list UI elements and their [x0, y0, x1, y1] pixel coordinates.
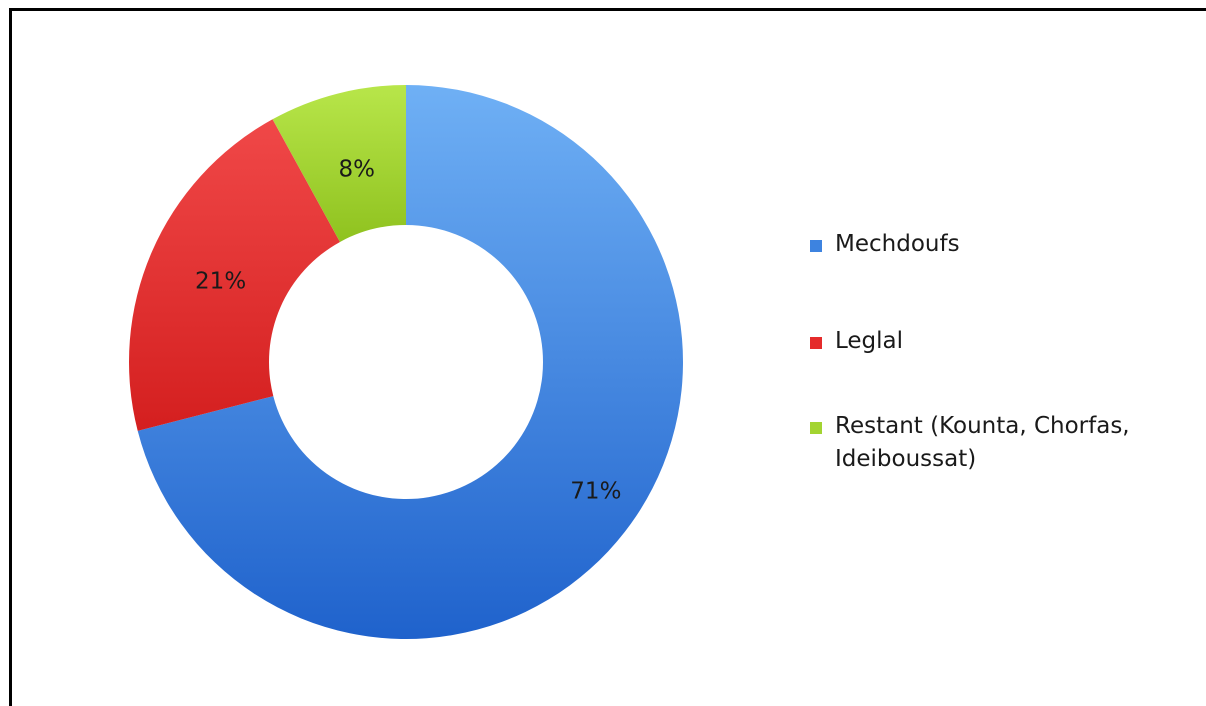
legend-item-mechdoufs: Mechdoufs [810, 228, 1200, 261]
legend-item-restant: Restant (Kounta, Chorfas, Ideiboussat) [810, 410, 1200, 476]
legend-swatch-restant [810, 422, 822, 434]
donut-slice-restant [272, 85, 406, 242]
legend-item-leglal: Leglal [810, 325, 1200, 358]
slice-label-leglal: 21% [195, 268, 246, 294]
legend-label-mechdoufs: Mechdoufs [835, 231, 960, 257]
slice-label-restant: 8% [339, 157, 376, 183]
donut-slice-leglal [128, 119, 340, 431]
slice-label-mechdoufs: 71% [570, 478, 621, 504]
donut-slice-labels: 71% 21% 8% [195, 157, 621, 505]
legend-label-leglal: Leglal [835, 328, 904, 354]
legend-swatch-mechdoufs [810, 240, 822, 252]
legend: Mechdoufs Leglal Restant (Kounta, Chorfa… [810, 228, 1200, 476]
legend-label-restant: Restant (Kounta, Chorfas, Ideiboussat) [835, 413, 1130, 472]
donut-slices [128, 85, 684, 639]
donut-slice-mechdoufs [137, 85, 684, 639]
legend-swatch-leglal [810, 337, 822, 349]
